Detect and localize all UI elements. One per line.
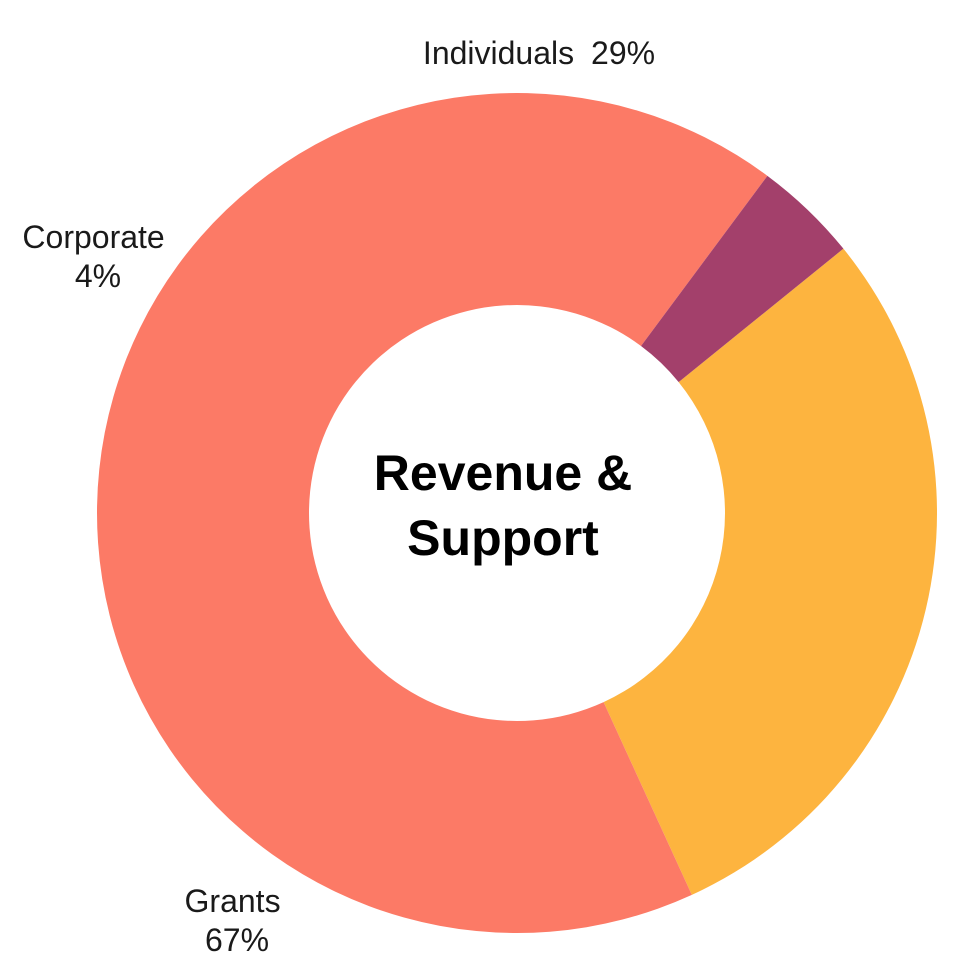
slice-category-individuals: Individuals: [423, 35, 574, 71]
slice-value-corporate: 4%: [75, 258, 121, 294]
slice-label-grants: Grants 67%: [185, 883, 290, 958]
slice-category-corporate: Corporate: [22, 219, 164, 255]
chart-title-line-2: Support: [407, 510, 599, 566]
slice-corporate: [641, 175, 844, 383]
slice-category-grants: Grants: [185, 883, 281, 919]
slice-label-corporate: Corporate 4%: [22, 219, 173, 294]
donut-slices: [97, 93, 938, 934]
slice-label-individuals: Individuals 29%: [423, 35, 655, 71]
slice-value-grants: 67%: [205, 922, 269, 958]
slice-value-individuals: 29%: [591, 35, 655, 71]
slice-individuals: [603, 248, 938, 895]
slice-grants: [97, 93, 768, 934]
chart-title: Revenue &: [374, 445, 632, 501]
